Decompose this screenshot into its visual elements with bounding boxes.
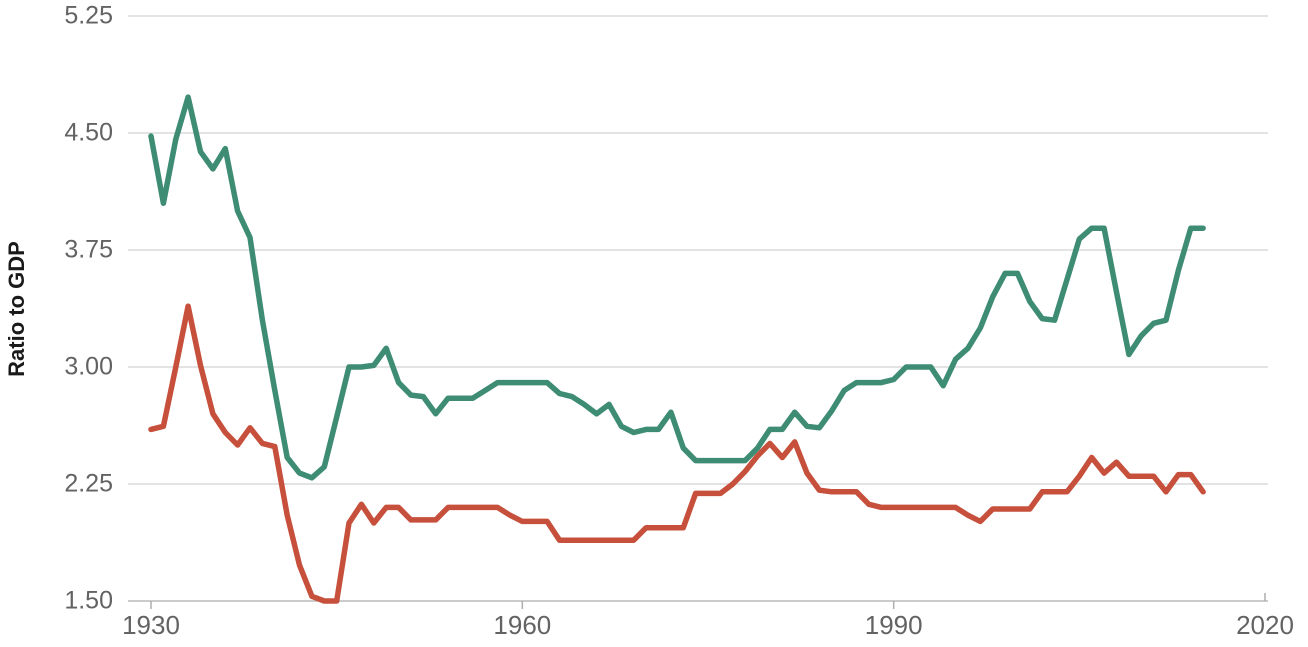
y-tick-label: 4.50 xyxy=(64,119,113,147)
y-tick-label: 2.25 xyxy=(64,470,113,498)
red-series-line xyxy=(148,303,1206,604)
x-tick-label: 1990 xyxy=(865,610,923,640)
x-tick-label: 2020 xyxy=(1236,610,1294,640)
y-tick-label: 3.75 xyxy=(64,236,113,264)
y-tick-label: 1.50 xyxy=(64,587,113,615)
y-tick-label: 3.00 xyxy=(64,353,113,381)
x-tick-label: 1960 xyxy=(493,610,551,640)
x-tick-label: 1930 xyxy=(122,610,180,640)
y-tick-label: 5.25 xyxy=(64,2,113,30)
green-series-line xyxy=(148,94,1206,481)
y-axis-title: Ratio to GDP xyxy=(4,241,29,377)
